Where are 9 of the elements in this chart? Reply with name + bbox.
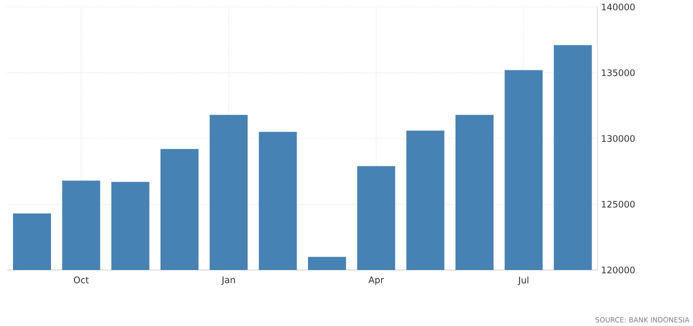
x-tick-label: Apr <box>368 276 384 285</box>
y-tick-label: 125000 <box>602 200 635 208</box>
y-tick-label: 130000 <box>602 135 635 142</box>
y-tick-label: 135000 <box>602 69 635 76</box>
x-tick-label: Jan <box>221 276 235 285</box>
y-tick-label: 120000 <box>602 266 635 274</box>
x-tick-label: Oct <box>74 276 89 284</box>
y-tick-label: 140000 <box>602 4 635 10</box>
x-tick-label: Jul <box>518 276 528 286</box>
